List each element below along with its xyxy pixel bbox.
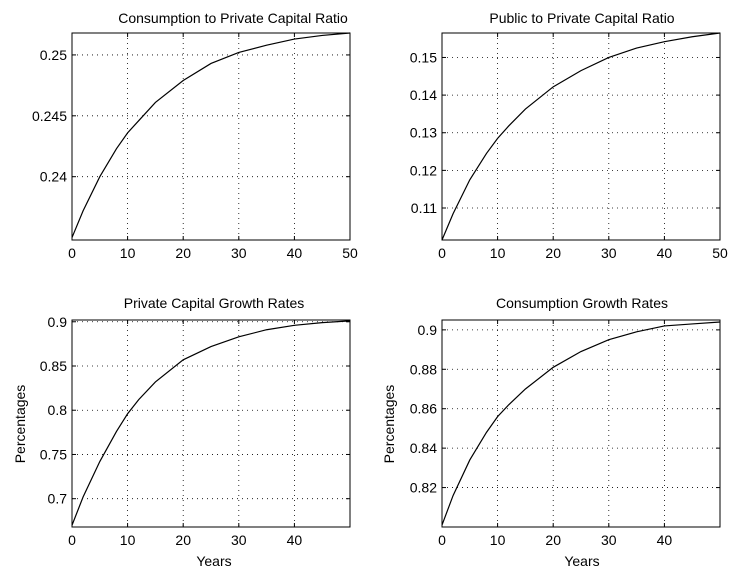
y-tick-label: 0.245 xyxy=(32,108,67,124)
y-tick-labels: 0.82 0.84 0.86 0.88 0.9 xyxy=(410,322,437,496)
chart-title: Consumption Growth Rates xyxy=(496,295,668,311)
x-tick-label: 30 xyxy=(601,532,617,548)
x-tick-label: 20 xyxy=(175,245,191,261)
panel-consumption-to-private-capital-ratio: Consumption to Private Capital Ratio 0 10… xyxy=(32,10,358,261)
y-tick-label: 0.84 xyxy=(410,440,437,456)
x-tick-labels: 0 10 20 30 40 xyxy=(438,532,672,548)
y-tick-labels: 0.11 0.12 0.13 0.14 0.15 xyxy=(410,49,437,216)
y-tick-label: 0.15 xyxy=(410,49,437,65)
x-tick-labels: 0 10 20 30 40 50 xyxy=(68,245,358,261)
panel-private-capital-growth-rates: Private Capital Growth Rates 0 10 20 30 40 0… xyxy=(12,295,351,569)
y-axis-label: Percentages xyxy=(12,385,28,464)
y-axis-label: Percentages xyxy=(381,385,397,464)
series-line xyxy=(71,320,351,526)
x-tick-labels: 0 10 20 30 40 xyxy=(68,532,302,548)
x-tick-label: 30 xyxy=(231,245,247,261)
y-tick-label: 0.8 xyxy=(48,402,68,418)
x-tick-label: 0 xyxy=(438,532,446,548)
panel-consumption-growth-rates: Consumption Growth Rates 0 10 20 30 40 0.820… xyxy=(381,295,721,569)
y-tick-label: 0.9 xyxy=(48,314,68,330)
data-series xyxy=(441,321,721,526)
x-tick-label: 20 xyxy=(175,532,191,548)
x-tick-label: 30 xyxy=(601,245,617,261)
x-tick-label: 10 xyxy=(120,245,136,261)
x-tick-label: 10 xyxy=(490,245,506,261)
x-axis-label: Years xyxy=(196,553,231,569)
x-tick-label: 10 xyxy=(120,532,136,548)
chart-title: Consumption to Private Capital Ratio xyxy=(118,10,348,26)
x-tick-labels: 0 10 20 30 40 50 xyxy=(438,245,728,261)
y-tick-label: 0.25 xyxy=(40,47,67,63)
x-tick-label: 50 xyxy=(342,245,358,261)
y-tick-label: 0.7 xyxy=(48,491,68,507)
x-tick-label: 0 xyxy=(438,245,446,261)
y-tick-label: 0.85 xyxy=(40,358,67,374)
y-tick-label: 0.14 xyxy=(410,87,437,103)
data-series xyxy=(71,32,351,238)
x-tick-label: 20 xyxy=(545,245,561,261)
y-tick-label: 0.86 xyxy=(410,401,437,417)
x-tick-label: 40 xyxy=(287,532,303,548)
y-tick-label: 0.9 xyxy=(418,322,438,338)
plot-area xyxy=(441,319,721,528)
chart-title: Public to Private Capital Ratio xyxy=(489,10,674,26)
x-tick-label: 20 xyxy=(545,532,561,548)
y-tick-label: 0.88 xyxy=(410,361,437,377)
plot-area xyxy=(71,319,351,528)
x-axis-label: Years xyxy=(564,553,599,569)
x-tick-label: 40 xyxy=(287,245,303,261)
x-tick-label: 30 xyxy=(231,532,247,548)
y-tick-label: 0.12 xyxy=(410,162,437,178)
y-tick-label: 0.13 xyxy=(410,125,437,141)
y-tick-labels: 0.7 0.75 0.8 0.85 0.9 xyxy=(40,314,67,507)
chart-title: Private Capital Growth Rates xyxy=(124,295,305,311)
y-tick-labels: 0.24 0.245 0.25 xyxy=(32,47,67,185)
x-tick-label: 50 xyxy=(712,245,728,261)
y-tick-label: 0.82 xyxy=(410,480,437,496)
panel-public-to-private-capital-ratio: Public to Private Capital Ratio 0 10 20 30 4… xyxy=(410,10,728,261)
tick-marks xyxy=(441,33,721,240)
plot-area xyxy=(441,32,721,241)
series-line xyxy=(441,32,721,241)
y-tick-label: 0.75 xyxy=(40,446,67,462)
y-tick-label: 0.11 xyxy=(411,200,437,216)
x-tick-label: 40 xyxy=(657,245,673,261)
data-series xyxy=(71,320,351,526)
series-line xyxy=(441,321,721,526)
x-tick-label: 0 xyxy=(68,532,76,548)
x-tick-label: 40 xyxy=(657,532,673,548)
series-line xyxy=(71,32,351,238)
y-tick-label: 0.24 xyxy=(40,169,67,185)
plot-area xyxy=(71,32,351,241)
data-series xyxy=(441,32,721,241)
x-tick-label: 10 xyxy=(490,532,506,548)
x-tick-label: 0 xyxy=(68,245,76,261)
